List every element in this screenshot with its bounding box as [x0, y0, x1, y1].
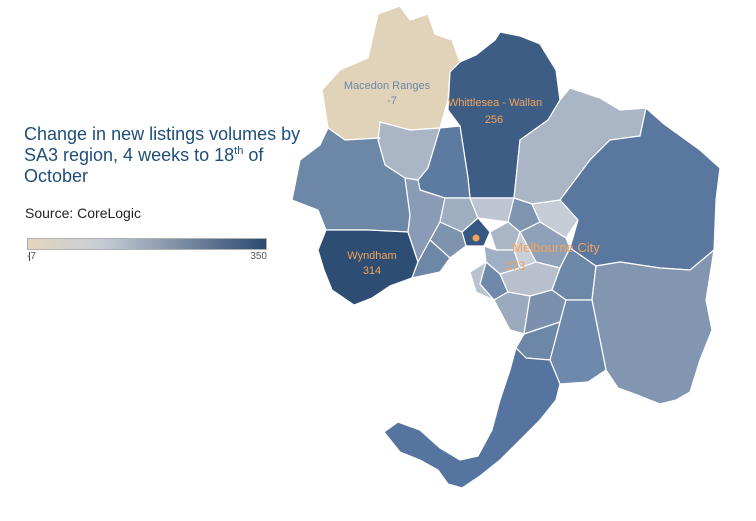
region-port-phillip[interactable]	[469, 261, 495, 301]
chart-title: Change in new listings volumes by SA3 re…	[24, 124, 314, 187]
label-melbourne-city-name: Melbourne City	[512, 240, 600, 255]
region-wyndham[interactable]	[317, 229, 419, 306]
region-manningham[interactable]	[531, 199, 579, 239]
legend-min-label: -7	[27, 251, 36, 262]
label-macedon-ranges-name: Macedon Ranges	[344, 80, 431, 92]
color-legend: -7 350	[27, 238, 267, 265]
chart-title-tail: of October	[24, 145, 264, 186]
chart-title-superscript: th	[234, 145, 244, 157]
legend-tick	[29, 252, 30, 261]
label-macedon-ranges-value: -7	[387, 95, 397, 107]
label-whittlesea-wallan-value: 256	[485, 114, 503, 126]
label-whittlesea-wallan-name: Whittlesea - Wallan	[448, 97, 542, 109]
label-melbourne-city-value: 273	[505, 259, 525, 273]
label-wyndham-name: Wyndham	[347, 250, 396, 262]
melbourne-city-marker[interactable]	[472, 234, 480, 242]
region-mornington-peninsula[interactable]	[383, 347, 561, 489]
chart-title-text: Change in new listings volumes by SA3 re…	[24, 124, 301, 165]
legend-gradient-bar	[27, 238, 267, 250]
legend-max-label: 350	[250, 251, 267, 262]
legend-labels: -7 350	[27, 251, 267, 265]
region-hobsons-bay[interactable]	[411, 239, 451, 279]
region-cardinia[interactable]	[591, 249, 715, 405]
label-wyndham-value: 314	[363, 265, 381, 277]
source-note: Source: CoreLogic	[25, 205, 141, 221]
region-macedon-ranges[interactable]	[321, 5, 461, 141]
